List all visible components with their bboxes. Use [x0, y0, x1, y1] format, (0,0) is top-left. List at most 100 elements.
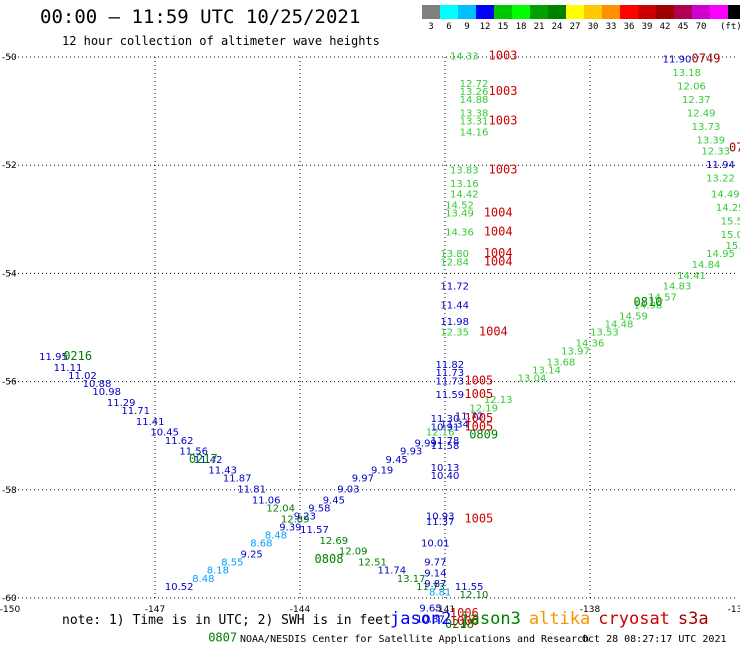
wave-height-label: 11.78 [431, 436, 460, 447]
colorbar-swatch [458, 5, 476, 19]
wave-height-label: 13.68 [547, 357, 576, 368]
colorbar-swatch [656, 5, 674, 19]
x-tick-label: -150 [0, 605, 20, 615]
wave-height-label: 12.37 [682, 95, 711, 106]
wave-height-label: 14.36 [576, 338, 605, 349]
colorbar-label: 24 [551, 22, 563, 32]
x-tick-label: -144 [290, 605, 311, 615]
wave-height-label: 14.25 [716, 203, 740, 214]
wave-height-label: 14.98 [634, 301, 663, 312]
colorbar-label: 39 [641, 22, 653, 32]
wave-height-label: 11.90 [663, 54, 692, 65]
wave-height-label: 9.93 [400, 447, 422, 458]
wave-height-label: 11.95 [39, 352, 68, 363]
wave-height-label: 10.13 [431, 463, 460, 474]
wave-height-label: 10.45 [150, 428, 179, 439]
pass-time-label: 0810 [634, 295, 663, 309]
y-tick-label: -54 [2, 269, 17, 279]
wave-height-label: 14.59 [619, 311, 648, 322]
wave-height-label: 12.49 [687, 109, 716, 120]
wave-height-label: 11.55 [455, 582, 484, 593]
wave-height-label: 8.81 [429, 587, 451, 598]
colorbar-label: 21 [533, 22, 545, 32]
wave-height-label: 13.22 [706, 173, 735, 184]
wave-height-label: 11.57 [300, 525, 329, 536]
colorbar-swatch [728, 5, 740, 19]
colorbar-swatch [512, 5, 530, 19]
wave-height-label: 11.94 [706, 160, 735, 171]
pass-time-label: 1003 [489, 114, 518, 128]
wave-height-label: 12.16 [426, 428, 455, 439]
wave-height-label: 10.88 [83, 379, 112, 390]
wave-height-label: 14.48 [605, 320, 634, 331]
wave-height-label: 8.68 [250, 539, 272, 550]
wave-height-label: 9.99 [415, 439, 437, 450]
wave-height-label: 12.10 [460, 590, 489, 601]
satellite-s3a: s3a [677, 609, 709, 629]
pass-time-label: 0808 [315, 552, 344, 566]
colorbar-label: 27 [569, 22, 581, 32]
satellite-legend: jason2 jason3 altika cryosat s3a [390, 609, 717, 629]
colorbar-label: 12 [479, 22, 491, 32]
wave-height-label: 14.41 [677, 271, 706, 282]
colorbar-label: 30 [587, 22, 599, 32]
pass-time-label: 1005 [464, 419, 493, 433]
pass-time-label: 0218 [445, 617, 474, 631]
wave-height-label: 11.44 [440, 301, 469, 312]
footer-timestamp: Oct 28 08:27:17 UTC 2021 [582, 634, 727, 645]
wave-height-label: 15.55 [721, 217, 740, 228]
wave-height-label: 14.95 [706, 249, 735, 260]
wave-height-label: 15.00 [721, 230, 740, 241]
colorbar-label: 15 [497, 22, 509, 32]
pass-time-label: 1003 [489, 84, 518, 98]
wave-height-label: 11.59 [436, 390, 465, 401]
pass-time-label: 0807 [208, 630, 237, 644]
wave-height-label: 14.36 [445, 228, 474, 239]
wave-height-label: 11.87 [223, 474, 252, 485]
wave-height-label: 11.58 [431, 441, 460, 452]
wave-height-label: 14.49 [711, 190, 740, 201]
footer-credit: NOAA/NESDIS Center for Satellite Applica… [240, 634, 590, 645]
wave-height-label: 11.11 [54, 363, 83, 374]
wave-height-label: 11.73 [436, 376, 465, 387]
wave-height-label: 8.48 [265, 530, 287, 541]
satellite-jason2: jason2 [390, 609, 452, 629]
wave-height-label: 11.29 [107, 398, 136, 409]
wave-height-label: 12.84 [440, 257, 469, 268]
pass-time-label: 074 [729, 141, 740, 155]
chart-subtitle: 12 hour collection of altimeter wave hei… [62, 34, 380, 48]
colorbar-unit: (ft) [720, 22, 740, 32]
colorbar-label: 70 [695, 22, 707, 32]
wave-height-label: 9.23 [294, 512, 316, 523]
wave-height-label: 10.52 [165, 582, 194, 593]
x-tick-label: -138 [580, 605, 601, 615]
x-tick-label: -147 [145, 605, 165, 615]
pass-time-label: 1004 [484, 206, 513, 220]
pass-time-label: 0749 [692, 51, 721, 65]
wave-height-label: 10.37 [416, 614, 445, 625]
pass-time-label: 0216 [63, 349, 92, 363]
colorbar-label: 36 [623, 22, 635, 32]
wave-height-label: 12.13 [484, 395, 513, 406]
wave-height-label: 12.06 [677, 81, 706, 92]
pass-time-label: 1004 [479, 325, 508, 339]
wave-height-label: 11.42 [194, 455, 223, 466]
wave-height-label: 13.83 [450, 165, 479, 176]
satellite-cryosat: cryosat [598, 609, 670, 629]
wave-height-label: 11.06 [252, 495, 281, 506]
colorbar-swatch [440, 5, 458, 19]
wave-height-label: 13.14 [532, 365, 561, 376]
x-tick-label: -141 [435, 605, 455, 615]
wave-height-label: 9.58 [308, 503, 330, 514]
wave-height-label: 14.57 [648, 292, 677, 303]
wave-height-label: 12.69 [320, 536, 349, 547]
wave-height-label: 13.18 [672, 68, 701, 79]
wave-height-label: 11.81 [237, 485, 266, 496]
colorbar-swatches [422, 5, 740, 19]
wave-height-label: 11.82 [436, 360, 465, 371]
wave-height-label: 9.39 [279, 522, 301, 533]
pass-time-label: 0217 [189, 452, 218, 466]
wave-height-label: 14.84 [692, 260, 721, 271]
pass-time-label: 1003 [489, 49, 518, 63]
colorbar-swatch [620, 5, 638, 19]
